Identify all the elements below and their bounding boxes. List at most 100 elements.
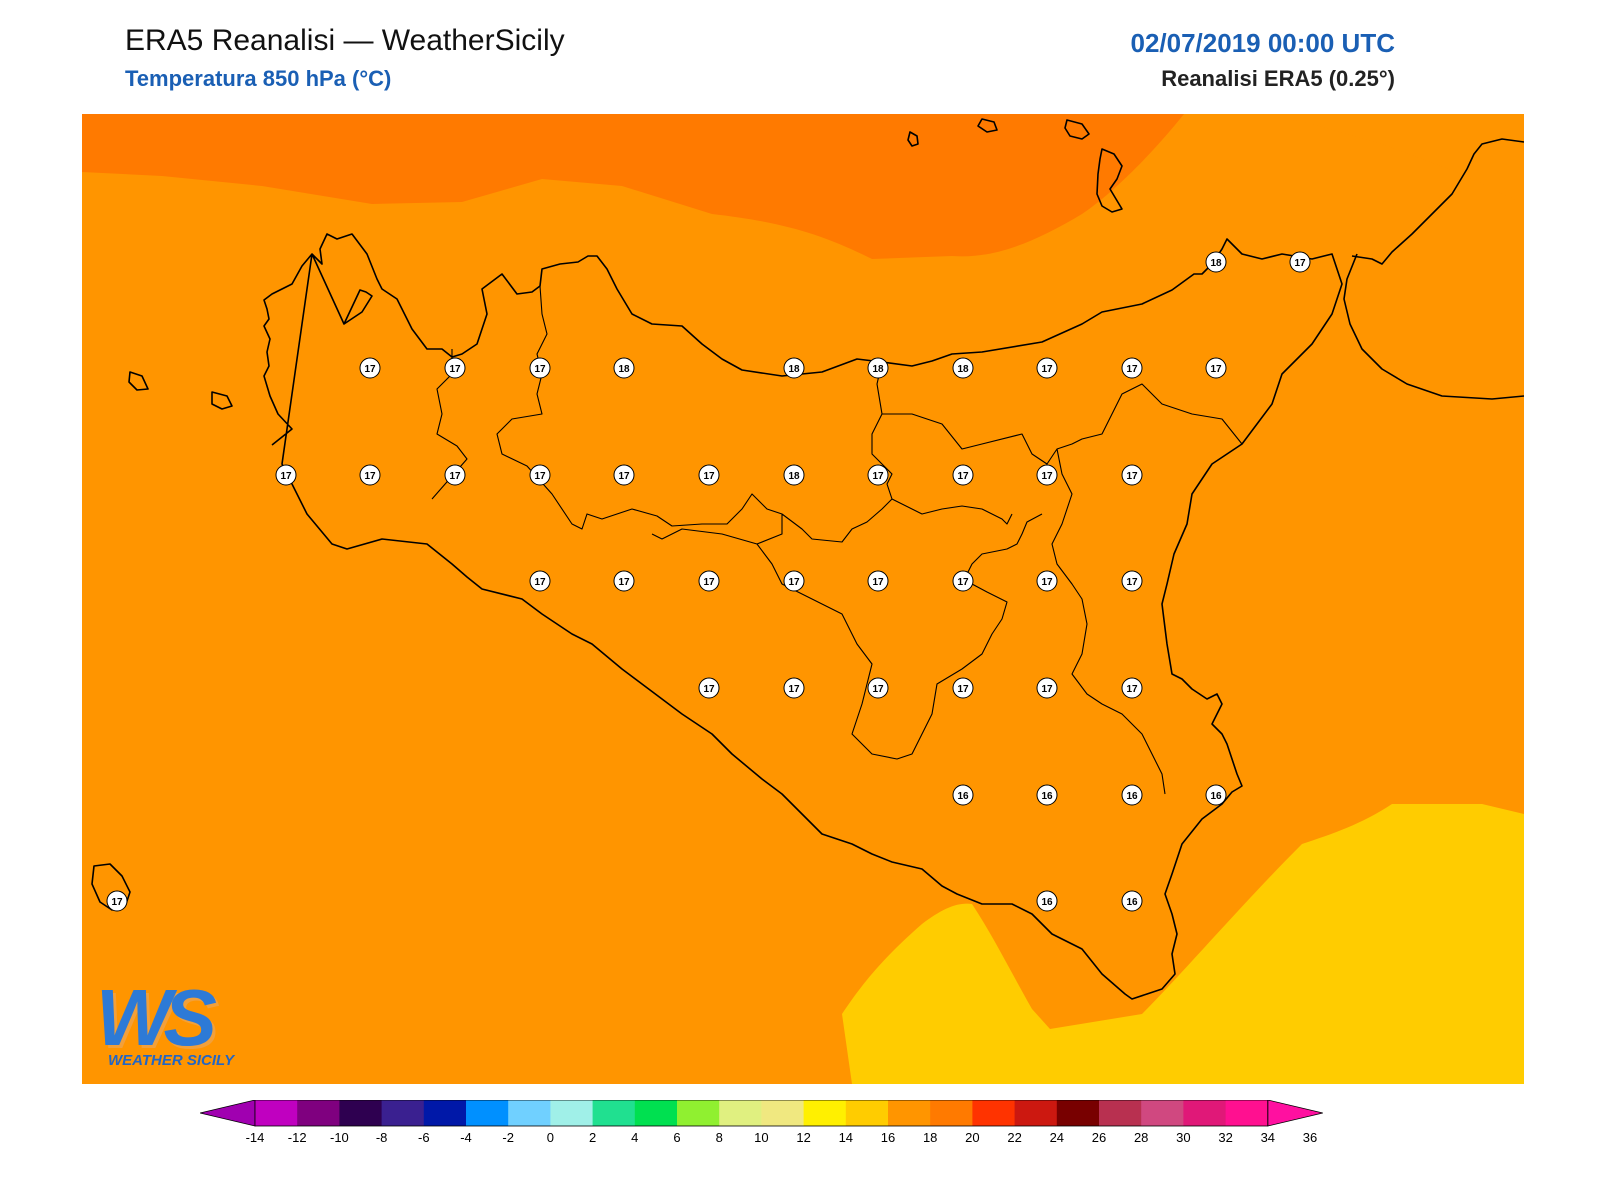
- colorbar-swatch: [297, 1100, 340, 1126]
- colorbar-tick-label: 6: [673, 1130, 680, 1144]
- station-circle: [275, 464, 297, 486]
- colorbar-tick-label: 28: [1134, 1130, 1148, 1144]
- station-value: 17: [1041, 364, 1053, 375]
- station-value: 18: [1210, 258, 1222, 269]
- station-circle: [1289, 251, 1311, 273]
- station-value: 17: [534, 471, 546, 482]
- data-source: Reanalisi ERA5 (0.25°): [1161, 66, 1395, 91]
- station-circle: [952, 464, 974, 486]
- colorbar-swatch: [634, 1100, 678, 1126]
- valid-datetime: 02/07/2019 00:00 UTC: [1130, 28, 1395, 58]
- colorbar-tick-label: -10: [330, 1130, 349, 1144]
- logo-letters: WS: [96, 973, 217, 1062]
- station-circle: [529, 570, 551, 592]
- station-value: 17: [1126, 471, 1138, 482]
- station-marker: 18: [1205, 251, 1227, 273]
- station-circle: [1036, 570, 1058, 592]
- station-value: 16: [1126, 791, 1138, 802]
- colorbar-tick-label: 32: [1218, 1130, 1232, 1144]
- station-value: 17: [111, 897, 123, 908]
- temperature-map: 18 17 17 17 17 18 18 18 18 17 17 17 17 17 17 17 17 17 18 17…: [82, 114, 1524, 1084]
- station-marker: 17: [359, 357, 381, 379]
- station-marker: 16: [952, 784, 974, 806]
- station-marker: 17: [613, 570, 635, 592]
- colorbar-swatch: [1056, 1100, 1100, 1126]
- station-circle: [867, 357, 889, 379]
- map-subtitle: Temperatura 850 hPa (°C): [125, 66, 392, 91]
- station-value: 17: [534, 364, 546, 375]
- station-marker: 17: [1036, 677, 1058, 699]
- colorbar-tick-label: -14: [246, 1130, 265, 1144]
- colorbar-tick-label: 14: [839, 1130, 853, 1144]
- station-value: 17: [872, 577, 884, 588]
- colorbar-swatch: [930, 1100, 973, 1126]
- province-borders: [431, 285, 1243, 795]
- station-value: 17: [1041, 684, 1053, 695]
- station-marker: 17: [106, 890, 128, 912]
- station-marker: 18: [613, 357, 635, 379]
- station-marker: 17: [698, 570, 720, 592]
- station-marker: 16: [1205, 784, 1227, 806]
- station-marker: 17: [867, 464, 889, 486]
- colorbar-tick-label: -4: [460, 1130, 472, 1144]
- station-circle: [867, 570, 889, 592]
- colorbar-swatch: [845, 1100, 889, 1126]
- station-circle: [613, 357, 635, 379]
- station-circle: [529, 464, 551, 486]
- station-value: 18: [618, 364, 630, 375]
- station-value: 17: [957, 471, 969, 482]
- colorbar-swatch: [803, 1100, 847, 1126]
- colorbar-tick-label: 34: [1261, 1130, 1275, 1144]
- station-value: 17: [703, 471, 715, 482]
- station-value: 17: [1294, 258, 1306, 269]
- station-value: 17: [618, 471, 630, 482]
- colorbar-swatch: [508, 1100, 551, 1126]
- colorbar-swatch: [1225, 1100, 1269, 1126]
- station-marker: 17: [613, 464, 635, 486]
- station-marker: 16: [1036, 890, 1058, 912]
- colorbar-tick-label: 18: [923, 1130, 937, 1144]
- station-marker: 17: [529, 357, 551, 379]
- station-marker: 18: [783, 357, 805, 379]
- station-value: 16: [1210, 791, 1222, 802]
- station-circle: [867, 464, 889, 486]
- station-circle: [529, 357, 551, 379]
- station-value: 18: [788, 364, 800, 375]
- station-circle: [952, 784, 974, 806]
- colorbar: -14 -12 -10 -8 -6 -4 -2 0 2 4 6 8 10 12 14 16 18 20 22 24 26…: [200, 1100, 1323, 1144]
- station-value: 17: [872, 684, 884, 695]
- station-circle: [613, 570, 635, 592]
- colorbar-swatch: [550, 1100, 594, 1126]
- station-marker: 17: [1289, 251, 1311, 273]
- colorbar-swatch: [1099, 1100, 1142, 1126]
- cool-band-south: [842, 804, 1524, 1084]
- station-value: 16: [1041, 897, 1053, 908]
- station-marker: 16: [1121, 784, 1143, 806]
- station-marker: 17: [1036, 357, 1058, 379]
- sicily-coastline: [263, 233, 1343, 1000]
- colorbar-swatch: [972, 1100, 1016, 1126]
- station-value: 17: [1041, 577, 1053, 588]
- station-circle: [952, 570, 974, 592]
- station-circle: [1121, 464, 1143, 486]
- colorbar-tick-label: 26: [1092, 1130, 1106, 1144]
- station-circle: [106, 890, 128, 912]
- station-marker: 18: [952, 357, 974, 379]
- station-circle: [359, 464, 381, 486]
- colorbar-tick-label: 12: [796, 1130, 810, 1144]
- station-circle: [1205, 251, 1227, 273]
- colorbar-tick-label: -6: [418, 1130, 430, 1144]
- station-marker: 17: [1121, 570, 1143, 592]
- weathersicily-logo: WS WEATHER SICILY: [96, 978, 256, 1078]
- station-marker: 17: [444, 464, 466, 486]
- station-value: 17: [703, 577, 715, 588]
- island-alicudi: [977, 118, 998, 133]
- warm-band-north: [82, 114, 1184, 259]
- colorbar-tick-label: 10: [754, 1130, 768, 1144]
- station-circle: [444, 464, 466, 486]
- station-marker: 17: [275, 464, 297, 486]
- station-circle: [1036, 890, 1058, 912]
- station-circle: [698, 677, 720, 699]
- station-value: 17: [364, 364, 376, 375]
- station-circle: [1121, 890, 1143, 912]
